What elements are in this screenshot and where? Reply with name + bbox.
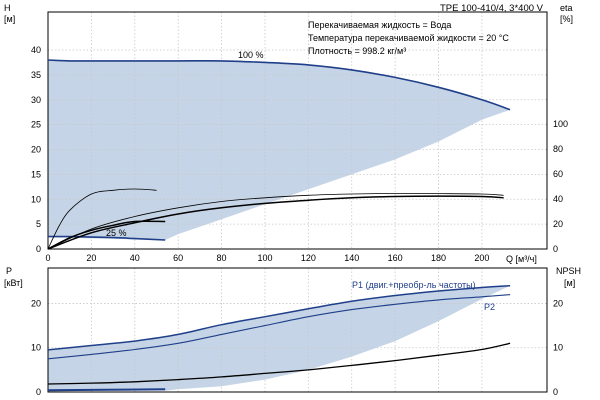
x-tick-label: 120 [301,253,316,263]
x-tick-label: 60 [173,253,183,263]
p2-curve [47,294,511,360]
eta-curve-thick-b [47,195,504,250]
x-tick-label: 180 [431,253,446,263]
npsh-tick-label: 20 [553,298,563,308]
p-axis-label: P [6,266,12,276]
p-axis-unit: [кВт] [4,278,23,288]
h-tick-label: 15 [31,169,41,179]
h-tick-label: 20 [31,145,41,155]
upper-plot-frame [47,11,548,250]
npsh-tick-label: 0 [553,387,558,397]
info-line-temperature: Температура перекачиваемой жидкости = 20… [308,33,509,43]
legend-p2: P2 [484,302,495,312]
eta-tick-label: 100 [553,119,568,129]
x-tick-label: 20 [86,253,96,263]
eta-tick-label: 0 [553,244,558,254]
chart-title: TPE 100-410/4, 3*400 V [440,3,544,14]
eta-axis-label: eta [560,3,573,13]
p-tick-label: 20 [31,298,41,308]
lower-operating-envelope [48,285,511,391]
upper-operating-envelope [48,60,511,240]
info-line-density: Плотность = 998.2 кг/м³ [308,46,406,56]
annotation-100-percent: 100 % [238,50,264,60]
h-tick-label: 0 [36,244,41,254]
h-tick-label: 40 [31,45,41,55]
x-tick-label: 80 [217,253,227,263]
eta-curve-thin-a [47,188,157,250]
h-tick-label: 10 [31,194,41,204]
eta-tick-label: 20 [553,219,563,229]
npsh-axis-label: NPSH [556,266,581,276]
q-axis-label: Q [м³/ч] [506,254,537,264]
npsh-curve [47,342,511,385]
eta-tick-label: 60 [553,169,563,179]
x-tick-label: 200 [474,253,489,263]
x-tick-label: 40 [130,253,140,263]
h-tick-label: 30 [31,95,41,105]
annotation-25-percent: 25 % [106,228,127,238]
h-axis-label: H [4,3,11,13]
x-tick-label: 140 [344,253,359,263]
p1-curve [47,284,511,351]
x-tick-label: 160 [388,253,403,263]
p-curve-25-percent [47,388,166,392]
eta-axis-unit: [%] [560,14,573,24]
x-tick-label: 0 [45,253,50,263]
eta-tick-label: 80 [553,144,563,154]
chart-background-layer [48,59,511,391]
h-curve-25-percent [47,235,166,241]
info-line-fluid: Перекачиваемая жидкость = Вода [308,20,451,30]
chart-foreground-layer: 0 20 40 60 80 100 120 140 160 180 2000510152025303… [31,11,568,397]
h-axis-unit: [м] [4,14,15,24]
eta-tick-label: 40 [553,194,563,204]
x-tick-label: 100 [257,253,272,263]
eta-curve-thin-b [47,192,504,250]
p-tick-label: 10 [31,343,41,353]
legend-p1: P1 (двиг.+преобр-ль частоты) [352,280,476,290]
h-tick-label: 25 [31,120,41,130]
h-tick-label: 35 [31,70,41,80]
h-tick-label: 5 [36,219,41,229]
eta-curve-thick-a [47,220,166,250]
npsh-axis-unit: [м] [564,278,575,288]
h-curve-100-percent [47,59,511,111]
lower-plot-frame [47,267,548,393]
p-tick-label: 0 [36,387,41,397]
npsh-tick-label: 10 [553,343,563,353]
